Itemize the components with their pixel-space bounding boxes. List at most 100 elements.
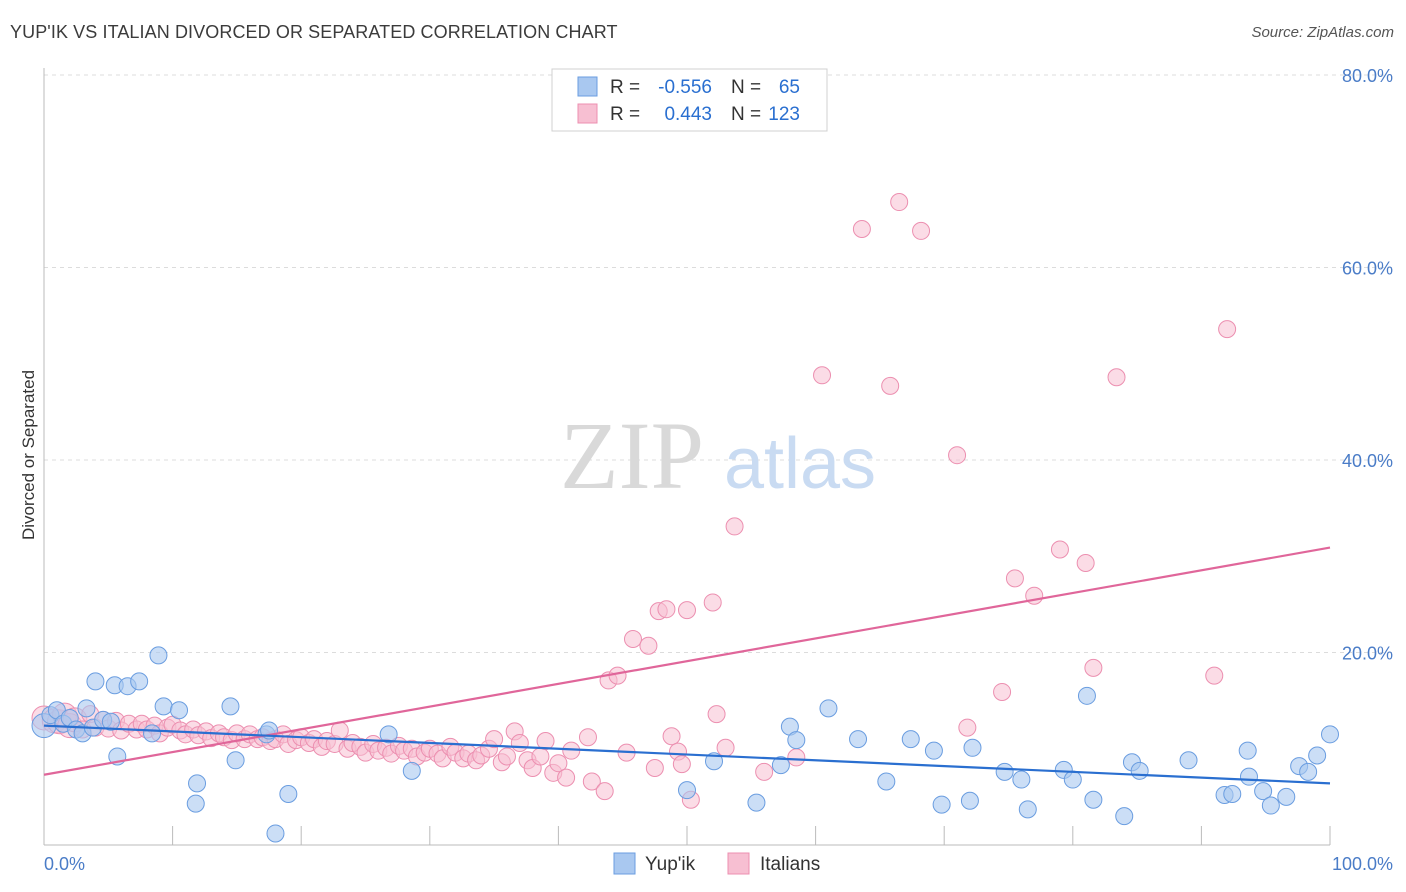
italians-point — [716, 738, 735, 757]
italians-point — [1050, 540, 1069, 559]
watermark: ZIP atlas — [560, 402, 876, 509]
yupik-point — [1277, 787, 1296, 806]
italians-point — [993, 682, 1012, 701]
italians-point — [549, 754, 568, 773]
yupik-point — [787, 731, 806, 750]
yupik-point — [1130, 761, 1149, 780]
y-tick-label: 20.0% — [1342, 644, 1393, 664]
italians-point — [595, 782, 614, 801]
italians-point — [948, 446, 967, 465]
yupik-point — [1239, 767, 1258, 786]
yupik-point — [1238, 741, 1257, 760]
yupik-point — [1223, 784, 1242, 803]
correlation-legend: R = -0.556 N = 65 R = 0.443 N = 123 — [551, 68, 828, 132]
yupik-point — [1261, 796, 1280, 815]
italians-point — [639, 636, 658, 655]
yupik-point — [221, 697, 240, 716]
yupik-point — [1012, 770, 1031, 789]
yupik-point — [77, 699, 96, 718]
yupik-point — [849, 730, 868, 749]
yupik-point — [901, 730, 920, 749]
italians-point — [1084, 658, 1103, 677]
yupik-point — [771, 756, 790, 775]
italians-point — [582, 772, 601, 791]
yupik-point — [1299, 762, 1318, 781]
yupik-point — [1308, 746, 1327, 765]
y-tick-label: 40.0% — [1342, 451, 1393, 471]
yupik-point — [1084, 790, 1103, 809]
italians-point — [703, 593, 722, 612]
legend-r-label-2: R = — [610, 104, 640, 125]
x-tick-label: 0.0% — [44, 854, 85, 874]
yupik-point — [402, 761, 421, 780]
yupik-point — [379, 725, 398, 744]
yupik-point — [1254, 782, 1273, 801]
y-tick-label: 60.0% — [1342, 259, 1393, 279]
italians-point — [755, 762, 774, 781]
italians-point — [645, 759, 664, 777]
yupik-point — [877, 772, 896, 791]
italians-point — [608, 666, 627, 685]
yupik-point — [149, 646, 168, 665]
series-legend: Yup'ik Italians — [613, 852, 820, 875]
y-tick-label: 80.0% — [1342, 66, 1393, 86]
yupik-point — [678, 781, 696, 800]
legend-n-value-2: 123 — [768, 104, 800, 125]
yupik-point — [1321, 725, 1339, 744]
yupik-point — [1063, 770, 1082, 789]
trend-lines — [43, 546, 1331, 785]
bottom-legend-swatch-yupik — [613, 852, 636, 875]
legend-r-label-1: R = — [610, 77, 640, 98]
italians-point — [1076, 553, 1095, 572]
italians-point — [1005, 569, 1024, 588]
yupik-point — [963, 738, 982, 757]
grid-lines — [44, 74, 1392, 653]
yupik-point — [1115, 807, 1134, 826]
legend-swatch-yupik — [577, 76, 598, 97]
italians-point — [578, 728, 597, 747]
yupik-point — [747, 793, 766, 812]
yupik-point — [995, 762, 1014, 781]
italians-point — [657, 600, 676, 619]
italians-point — [531, 747, 550, 766]
yupik-point — [143, 724, 162, 743]
legend-swatch-italians — [577, 103, 598, 124]
italians-point — [623, 630, 642, 649]
italians-point — [557, 768, 576, 787]
yupik-point — [1077, 686, 1096, 705]
italians-point — [890, 193, 909, 212]
legend-n-label-1: N = — [731, 77, 761, 98]
italians-point — [1107, 368, 1126, 387]
axes — [43, 68, 1331, 846]
chart-source: Source: ZipAtlas.com — [1251, 24, 1394, 41]
yupik-point — [1018, 800, 1037, 819]
italians-point — [881, 376, 900, 395]
italians-point — [787, 748, 806, 767]
yupik-point — [279, 784, 298, 803]
tick-labels: 20.0% 40.0% 60.0% 80.0% 0.0% 100.0% — [44, 66, 1393, 874]
legend-r-value-2: 0.443 — [664, 104, 712, 125]
x-tick-label: 100.0% — [1332, 854, 1393, 874]
legend-n-label-2: N = — [731, 104, 761, 125]
bottom-legend-label-yupik: Yup'ik — [645, 854, 696, 875]
yupik-point — [932, 795, 951, 814]
y-axis-label: Divorced or Separated — [19, 370, 38, 540]
watermark-zip: ZIP — [560, 402, 704, 509]
yupik-point — [960, 791, 979, 810]
chart-title: YUP'IK VS ITALIAN DIVORCED OR SEPARATED … — [10, 22, 618, 42]
yupik-point — [154, 697, 173, 716]
yupik-point — [266, 824, 285, 843]
italians-point — [813, 366, 832, 385]
italians-trend-line — [43, 546, 1331, 776]
italians-point — [510, 733, 529, 752]
yupik-point — [170, 701, 189, 720]
italians-point — [958, 718, 977, 737]
yupik-point — [226, 751, 245, 770]
watermark-atlas: atlas — [724, 424, 876, 504]
legend-r-value-1: -0.556 — [658, 77, 712, 98]
italians-point — [852, 220, 871, 238]
italians-point — [707, 705, 726, 724]
bottom-legend-swatch-italians — [727, 852, 750, 875]
yupik-point — [924, 741, 943, 760]
